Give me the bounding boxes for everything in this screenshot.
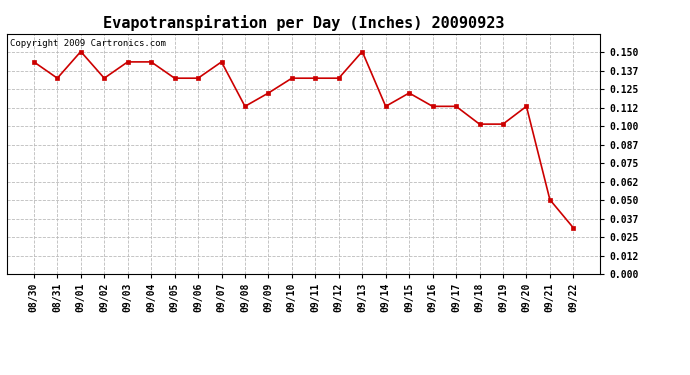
Title: Evapotranspiration per Day (Inches) 20090923: Evapotranspiration per Day (Inches) 2009… [103, 15, 504, 31]
Text: Copyright 2009 Cartronics.com: Copyright 2009 Cartronics.com [10, 39, 166, 48]
